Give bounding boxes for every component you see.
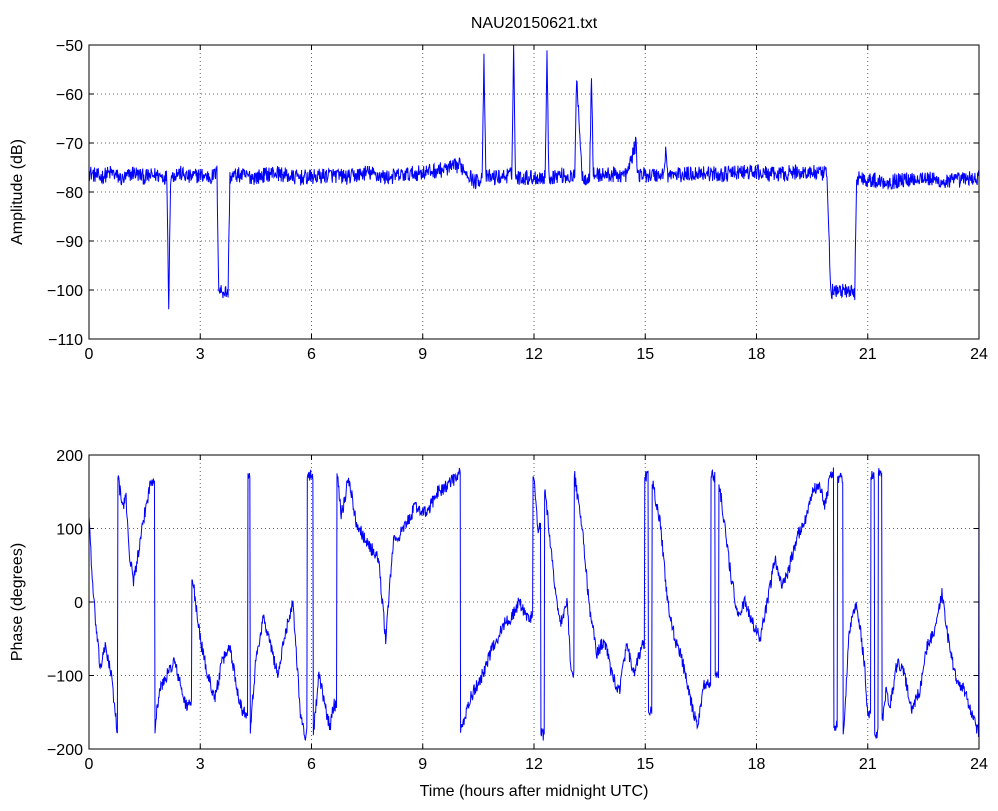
phase-ylabel: Phase (degrees) — [9, 543, 26, 661]
amplitude-ytick-label: −50 — [56, 38, 83, 55]
phase-series-line — [89, 467, 979, 741]
phase-panel: 0 3 6 9 12 15 18 21 24 200 100 0 −100 −200 Phase (degr… — [9, 448, 988, 800]
phase-xlabel: Time (hours after midnight UTC) — [420, 783, 649, 800]
phase-xtick-label: 12 — [525, 756, 543, 773]
amplitude-ytick-label: −100 — [47, 283, 83, 300]
amplitude-xtick-label: 24 — [970, 346, 988, 363]
amplitude-ytick-label: −90 — [56, 234, 83, 251]
phase-ytick-label: −100 — [47, 669, 83, 686]
phase-xtick-label: 21 — [859, 756, 877, 773]
amplitude-ytick-label: −60 — [56, 87, 83, 104]
amplitude-axes-frame — [88, 44, 980, 340]
amplitude-xtick-label: 21 — [859, 346, 877, 363]
amplitude-ytick-label: −70 — [56, 136, 83, 153]
phase-axes-frame — [88, 454, 980, 750]
amplitude-series-line — [89, 45, 979, 310]
phase-xtick-label: 24 — [970, 756, 988, 773]
phase-xtick-label: 18 — [748, 756, 766, 773]
phase-ytick-label: 100 — [56, 522, 83, 539]
amplitude-ytick-label: −110 — [48, 332, 83, 349]
phase-xtick-label: 9 — [418, 756, 427, 773]
chart-title: NAU20150621.txt — [471, 15, 598, 32]
amplitude-xtick-label: 18 — [748, 346, 766, 363]
phase-xtick-label: 0 — [85, 756, 94, 773]
amplitude-ylabel: Amplitude (dB) — [9, 139, 26, 245]
amplitude-xtick-label: 9 — [418, 346, 427, 363]
amplitude-ytick-label: −80 — [56, 185, 83, 202]
amplitude-xtick-label: 3 — [196, 346, 205, 363]
amplitude-panel: 0 3 6 9 12 15 18 21 24 −50 −60 −70 −80 −90 −100 −110 Amp… — [9, 38, 988, 363]
phase-xtick-label: 3 — [196, 756, 205, 773]
amplitude-xtick-label: 12 — [525, 346, 543, 363]
phase-ytick-label: 0 — [74, 595, 83, 612]
phase-ytick-label: 200 — [56, 448, 83, 465]
amplitude-xtick-label: 0 — [85, 346, 94, 363]
phase-xtick-label: 6 — [307, 756, 316, 773]
amplitude-xtick-label: 6 — [307, 346, 316, 363]
phase-xtick-label: 15 — [636, 756, 654, 773]
phase-ytick-label: −200 — [47, 742, 83, 759]
amplitude-xtick-label: 15 — [636, 346, 654, 363]
